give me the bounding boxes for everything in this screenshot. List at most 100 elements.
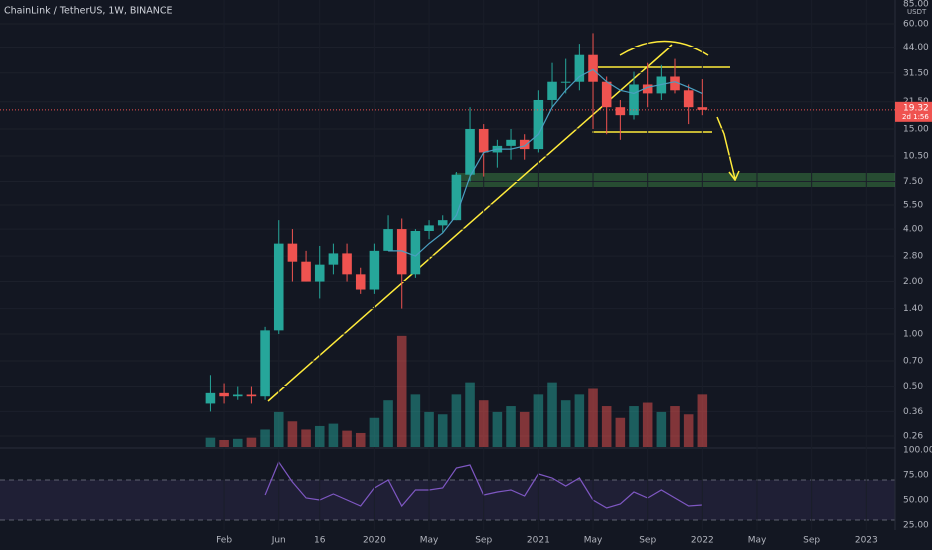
y-tick-label: 0.50 <box>903 382 923 392</box>
volume-bar <box>683 414 694 447</box>
x-tick-label: 2023 <box>855 536 878 546</box>
volume-bar <box>342 430 352 447</box>
candle-body <box>369 250 380 290</box>
x-tick-label: May <box>420 536 439 546</box>
volume-bar <box>424 411 434 447</box>
volume-bar <box>697 394 708 447</box>
volume-bar <box>519 411 530 447</box>
y-tick-label: 2.80 <box>903 252 923 262</box>
candle-body <box>547 81 557 100</box>
countdown-label: 2d 1:56 <box>902 113 929 121</box>
candle-body <box>601 81 612 108</box>
y-tick-label: 10.50 <box>903 151 929 161</box>
candle-body <box>355 274 366 290</box>
volume-bar <box>629 406 639 447</box>
candle-body <box>478 128 489 153</box>
volume-bar <box>465 382 475 447</box>
candle-body <box>560 81 571 83</box>
candle-body <box>219 392 229 397</box>
rsi-tick-label: 75.00 <box>903 471 929 481</box>
candle-body <box>410 230 421 275</box>
y-tick-label: 1.40 <box>903 304 923 314</box>
x-tick-label: Sep <box>475 536 492 546</box>
volume-bar <box>314 425 325 447</box>
volume-bar <box>328 423 339 447</box>
candle-body <box>301 261 311 282</box>
candle-body <box>683 90 694 108</box>
volume-bar <box>615 417 626 447</box>
x-tick-label: Feb <box>216 536 232 546</box>
last-price-label: 19.32 <box>903 103 929 113</box>
x-tick-label: Sep <box>639 536 656 546</box>
y-tick-label: 1.00 <box>903 330 923 340</box>
volume-bar <box>560 400 571 447</box>
volume-bar <box>574 394 585 447</box>
candle-body <box>574 54 585 82</box>
rsi-pane: 100.00 75.00 50.00 25.00 <box>0 446 932 531</box>
volume-bar <box>451 394 462 447</box>
x-tick-label: Jun <box>271 536 286 546</box>
x-tick-label: May <box>748 536 767 546</box>
rsi-band <box>0 480 895 520</box>
volume-bar <box>506 406 516 447</box>
candle-body <box>273 243 284 331</box>
volume-bar <box>410 394 421 447</box>
y-tick-label: 15.00 <box>903 124 929 134</box>
candle-body <box>205 392 216 404</box>
volume-bar <box>369 417 380 447</box>
volume-bar <box>588 388 598 447</box>
candle-body <box>588 54 598 82</box>
y-tick-label: 31.50 <box>903 68 929 78</box>
y-tick-label: 85.00 <box>903 0 929 10</box>
volume-bar <box>533 394 544 447</box>
candle-body <box>383 229 393 251</box>
volume-bar <box>301 429 311 447</box>
rsi-tick-label: 100.00 <box>903 446 932 456</box>
support-zone <box>455 173 895 187</box>
volume-bar <box>383 400 393 447</box>
candle-body <box>670 76 680 91</box>
volume-bar <box>219 439 229 447</box>
x-tick-label: 16 <box>314 536 326 546</box>
volume-bar <box>547 382 557 447</box>
volume-bar <box>205 437 216 447</box>
candle-body <box>437 220 448 226</box>
chart-title: ChainLink / TetherUS, 1W, BINANCE <box>4 6 173 17</box>
candle-body <box>519 139 530 150</box>
volume-bar <box>287 421 298 447</box>
volume-bar <box>656 411 667 447</box>
candle-body <box>697 107 708 110</box>
candle-body <box>287 243 298 262</box>
y-tick-label: 44.00 <box>903 43 929 53</box>
y-tick-label: 0.26 <box>903 432 923 442</box>
candle-body <box>232 394 243 397</box>
volume-bar <box>670 406 680 447</box>
y-tick-label: 2.00 <box>903 277 923 287</box>
rsi-tick-label: 50.00 <box>903 496 929 506</box>
volume-bar <box>260 429 270 447</box>
candle-body <box>246 394 257 397</box>
volume-bar <box>355 432 366 447</box>
volume-bar <box>232 438 243 447</box>
x-tick-label: May <box>584 536 603 546</box>
y-tick-label: 5.50 <box>903 200 923 210</box>
candle-body <box>615 107 626 116</box>
y-tick-label: 0.70 <box>903 357 923 367</box>
x-tick-label: 2020 <box>363 536 386 546</box>
candle-body <box>451 174 462 221</box>
x-tick-label: 2021 <box>527 536 550 546</box>
candle-body <box>465 128 475 175</box>
moving-average <box>388 68 703 257</box>
unit-label: USDT <box>907 8 927 16</box>
candle-body <box>342 253 352 275</box>
candle-body <box>396 229 407 275</box>
last-price-box <box>895 101 932 122</box>
volume-bar <box>396 335 407 447</box>
volume-bar <box>478 400 489 447</box>
candle-body <box>314 264 325 282</box>
y-tick-label: 60.00 <box>903 20 929 30</box>
candle-body <box>506 139 516 146</box>
y-tick-label: 7.50 <box>903 177 923 187</box>
